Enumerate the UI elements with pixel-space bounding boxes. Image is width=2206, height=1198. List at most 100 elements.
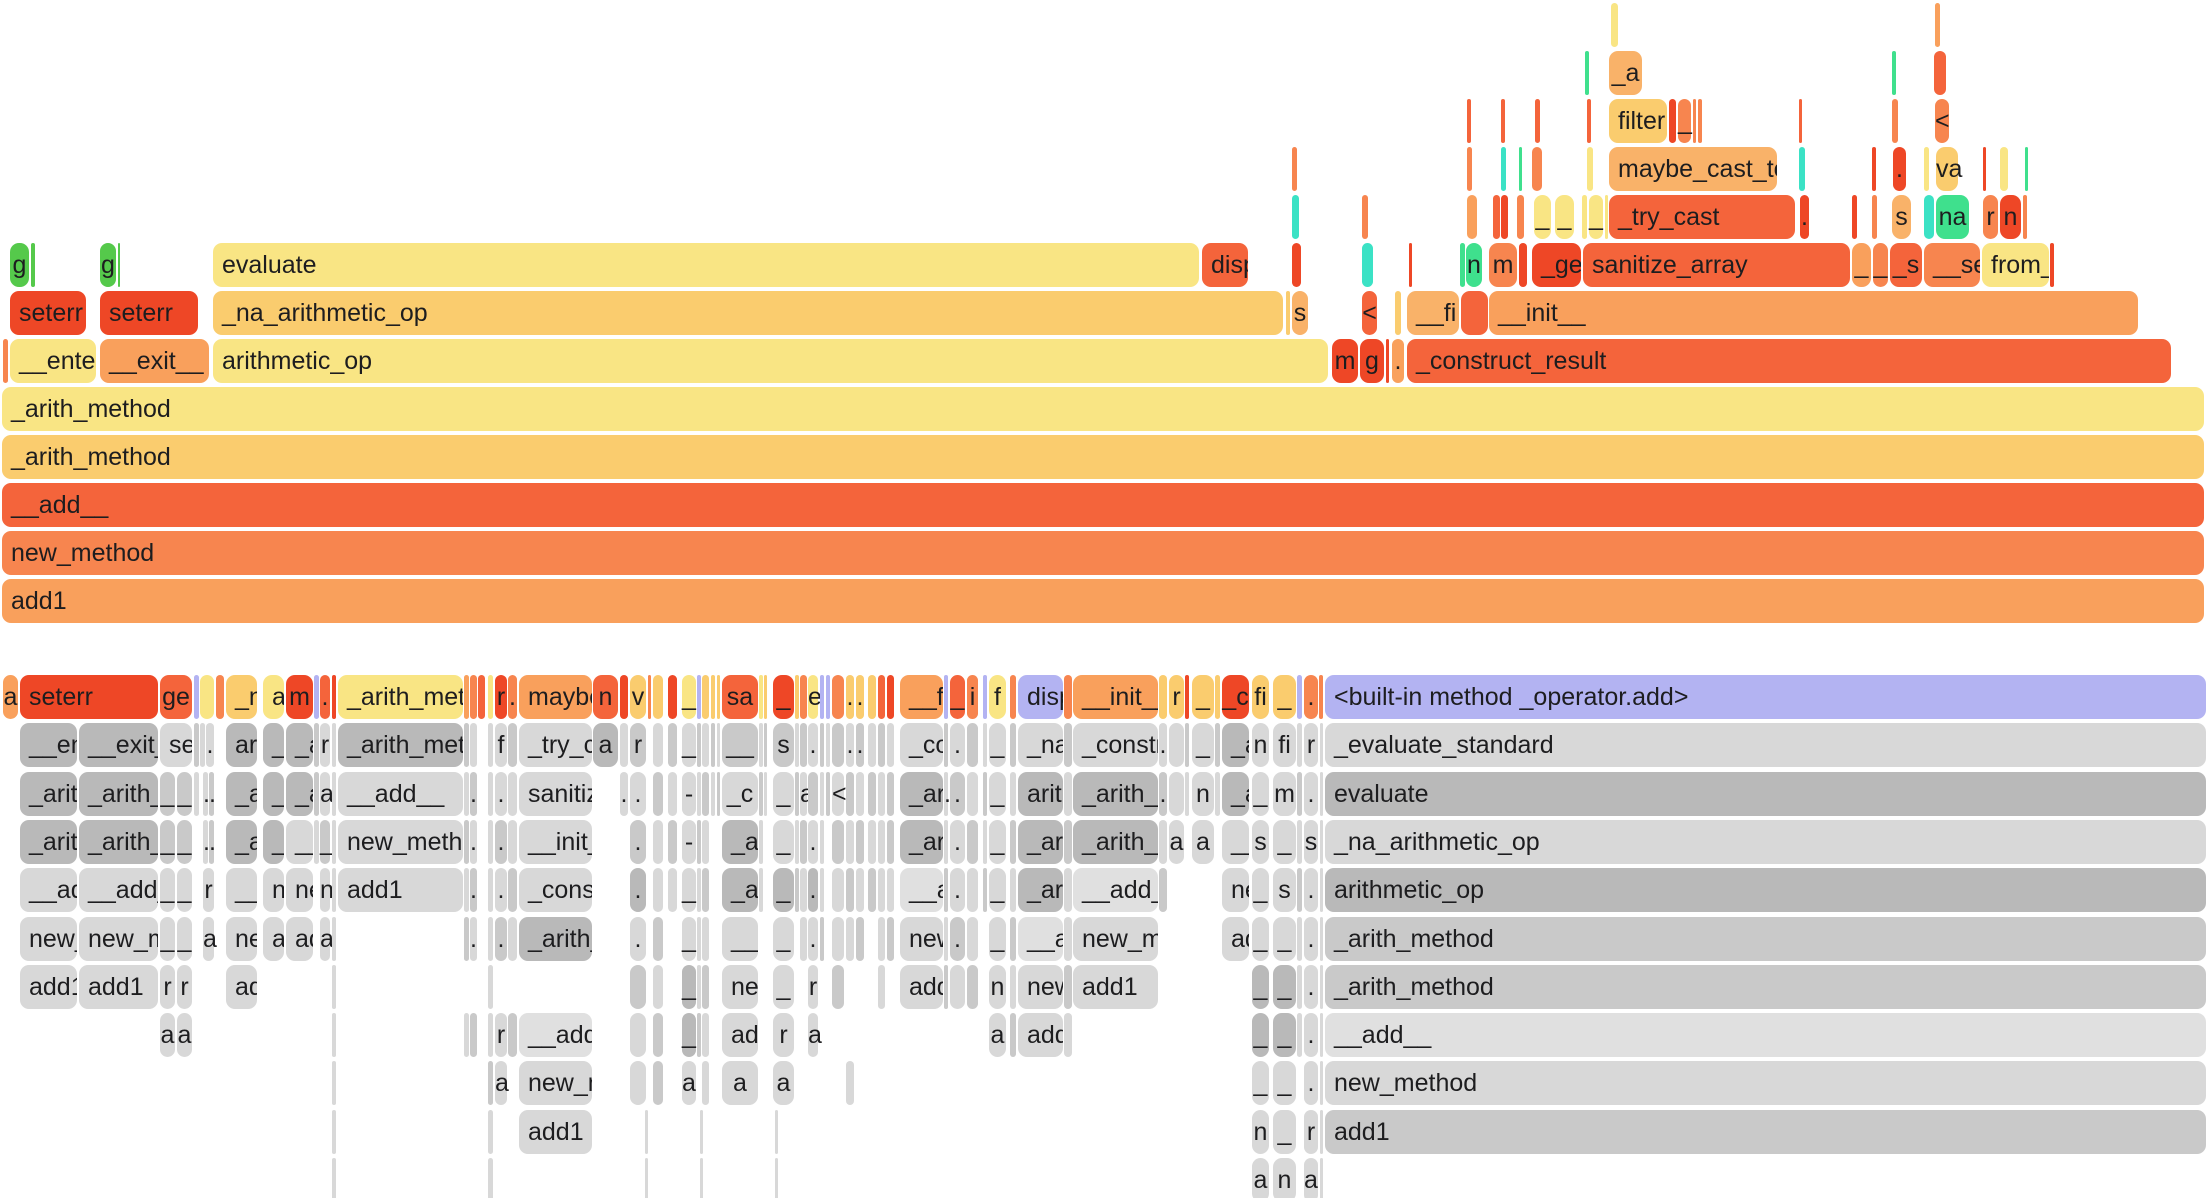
flame-frame[interactable]: arithmetic_op (213, 339, 1328, 383)
flame-frame[interactable]: r (808, 965, 818, 1009)
flame-frame[interactable]: . (808, 868, 818, 912)
flame-frame[interactable] (668, 723, 677, 767)
flame-frame[interactable]: _ (160, 917, 175, 961)
flame-frame[interactable]: . (209, 820, 216, 864)
flame-frame[interactable] (983, 772, 987, 816)
flame-frame[interactable]: __add__ (1222, 820, 1249, 864)
flame-frame[interactable]: add1 (226, 965, 257, 1009)
flame-frame[interactable] (1872, 147, 1876, 191)
flame-frame[interactable] (887, 820, 894, 864)
flame-frame[interactable] (967, 917, 978, 961)
flame-frame[interactable]: _arith_method (226, 772, 257, 816)
flame-frame[interactable]: g (10, 243, 29, 287)
flame-frame[interactable] (1532, 147, 1542, 191)
flame-frame[interactable]: . (1304, 1061, 1318, 1105)
flame-frame[interactable] (1297, 772, 1302, 816)
flame-frame[interactable]: _construct_result (519, 868, 592, 912)
flame-frame[interactable] (1320, 723, 1323, 767)
flame-frame[interactable]: __enter__ (20, 723, 77, 767)
flame-frame[interactable] (967, 965, 978, 1009)
flame-frame[interactable] (878, 772, 885, 816)
flame-frame[interactable] (820, 820, 824, 864)
flame-frame[interactable] (653, 675, 663, 719)
flame-frame[interactable] (508, 1013, 517, 1057)
flame-frame[interactable]: _arith_method (1073, 820, 1158, 864)
flame-frame[interactable]: __add__ (1018, 917, 1063, 961)
flame-frame[interactable]: __add__ (519, 1013, 592, 1057)
flame-frame[interactable]: _c (722, 772, 758, 816)
flame-frame[interactable] (1010, 868, 1016, 912)
flame-frame[interactable] (508, 772, 517, 816)
flame-frame[interactable]: add1 (20, 965, 77, 1009)
flame-frame[interactable] (1064, 772, 1072, 816)
flame-frame[interactable]: r (495, 1013, 507, 1057)
flame-frame[interactable]: _arith_method (722, 820, 758, 864)
flame-frame[interactable] (464, 1013, 469, 1057)
flame-frame[interactable] (1461, 291, 1488, 335)
flame-frame[interactable]: a (1304, 1158, 1318, 1198)
flame-frame[interactable] (194, 772, 199, 816)
flame-frame[interactable]: a (203, 917, 217, 961)
flame-frame[interactable]: . (630, 772, 646, 816)
flame-frame[interactable] (470, 1013, 477, 1057)
flame-frame[interactable]: . (1304, 965, 1318, 1009)
flame-frame[interactable]: add1 (519, 1110, 592, 1154)
flame-frame[interactable]: _ (1192, 675, 1214, 719)
flame-frame[interactable] (668, 772, 677, 816)
flame-frame[interactable] (464, 675, 469, 719)
flame-frame[interactable]: _s (1890, 243, 1922, 287)
flame-frame[interactable] (1297, 965, 1302, 1009)
flame-frame[interactable]: . (1304, 772, 1318, 816)
flame-frame[interactable]: . (856, 675, 864, 719)
flame-frame[interactable]: s (1292, 291, 1308, 335)
flame-frame[interactable]: g (1360, 339, 1384, 383)
flame-frame[interactable]: . (950, 868, 965, 912)
flame-frame[interactable]: __se (1924, 243, 1980, 287)
flame-frame[interactable] (1409, 243, 1412, 287)
flame-frame[interactable] (1320, 868, 1323, 912)
flame-frame[interactable] (1286, 291, 1290, 335)
flame-frame[interactable]: n (2000, 195, 2021, 239)
flame-frame[interactable] (1493, 195, 1500, 239)
flame-frame[interactable]: sanitize_array (1583, 243, 1850, 287)
flame-frame[interactable]: _try_cast (1609, 195, 1795, 239)
flame-frame[interactable] (1386, 339, 1389, 383)
flame-frame[interactable] (332, 772, 336, 816)
flame-frame[interactable] (878, 820, 885, 864)
flame-frame[interactable]: __exit__ (79, 723, 158, 767)
flame-frame[interactable] (795, 868, 799, 912)
flame-frame[interactable]: _ (773, 675, 794, 719)
flame-frame[interactable] (800, 675, 807, 719)
flame-frame[interactable]: . (320, 675, 330, 719)
flame-frame[interactable] (1215, 723, 1220, 767)
flame-frame[interactable]: s (1304, 820, 1318, 864)
flame-frame[interactable] (846, 917, 854, 961)
flame-frame[interactable] (1587, 99, 1591, 143)
flame-frame[interactable]: . (495, 868, 507, 912)
flame-frame[interactable] (653, 772, 663, 816)
flame-frame[interactable]: _ (177, 917, 192, 961)
flame-frame[interactable] (314, 772, 319, 816)
flame-frame[interactable]: . (470, 820, 477, 864)
flame-frame[interactable] (1185, 723, 1189, 767)
flame-frame[interactable]: _ (682, 868, 696, 912)
flame-frame[interactable] (856, 917, 864, 961)
flame-frame[interactable]: _try_cast (519, 723, 592, 767)
flame-frame[interactable]: add1 (1222, 917, 1249, 961)
flame-frame[interactable] (856, 772, 864, 816)
flame-frame[interactable] (2000, 147, 2008, 191)
flame-frame[interactable]: evaluate (213, 243, 1199, 287)
flame-frame[interactable] (697, 772, 701, 816)
flame-frame[interactable]: v (630, 675, 646, 719)
flame-frame[interactable] (1501, 147, 1506, 191)
flame-frame[interactable]: _arith_method (226, 820, 257, 864)
flame-frame[interactable]: seterr (20, 675, 158, 719)
flame-frame[interactable] (832, 675, 844, 719)
flame-frame[interactable]: _ (1678, 99, 1692, 143)
flame-frame[interactable] (488, 917, 493, 961)
flame-frame[interactable] (1585, 51, 1589, 95)
flame-frame[interactable] (832, 868, 844, 912)
flame-frame[interactable]: <built-in method _operator.add> (1325, 675, 2206, 719)
flame-frame[interactable] (1924, 195, 1934, 239)
flame-frame[interactable] (820, 917, 824, 961)
